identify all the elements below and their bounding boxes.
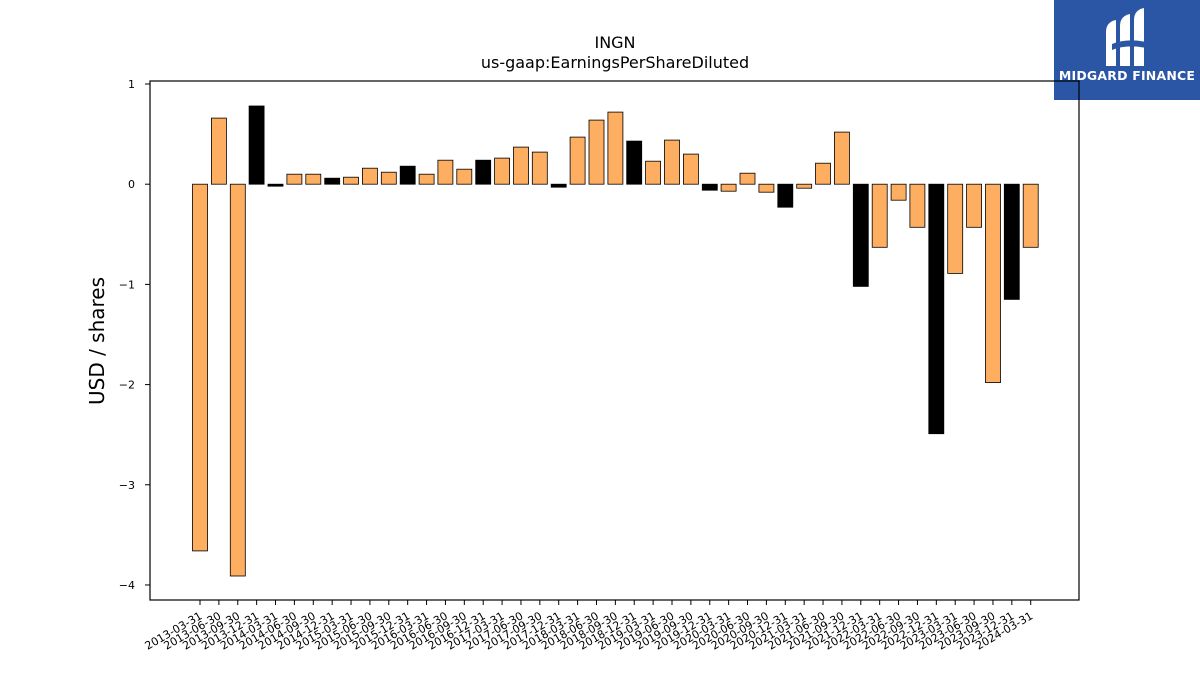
- bar-2019-09-30: [683, 153, 699, 185]
- bar-2021-06-30: [815, 162, 831, 185]
- y-axis: 1 0 −1 −2 −3 −4: [119, 78, 150, 592]
- y-tick-label: −3: [119, 479, 135, 492]
- bar-2019-06-30: [664, 139, 680, 185]
- bar-2017-03-31: [494, 157, 511, 185]
- bar-2013-12-31: [248, 105, 265, 185]
- y-axis-label: USD / shares: [85, 277, 109, 405]
- bar-2017-06-30: [513, 146, 529, 185]
- bar-2021-09-30: [834, 131, 850, 185]
- bar-2019-12-31: [701, 183, 718, 191]
- bar-2023-06-30: [966, 183, 982, 228]
- bar-2015-06-30: [361, 167, 378, 185]
- bar-2021-03-31: [796, 183, 813, 189]
- midgard-logo-icon: [1106, 8, 1146, 66]
- bar-2017-09-30: [531, 151, 548, 185]
- bar-2022-06-30: [890, 183, 907, 201]
- bar-2020-12-31: [777, 183, 794, 208]
- chart-title: INGN: [594, 33, 635, 52]
- bar-2020-03-31: [720, 183, 737, 192]
- bars-group: [192, 105, 1039, 577]
- logo-text: MIDGARD FINANCE: [1058, 68, 1196, 83]
- y-tick-label: 0: [128, 178, 135, 191]
- bar-2021-12-31: [852, 183, 869, 287]
- bar-2016-09-30: [456, 168, 473, 185]
- bar-2015-12-31: [399, 165, 416, 185]
- bar-2015-03-31: [343, 176, 359, 185]
- bar-2022-12-31: [928, 183, 945, 435]
- bar-2013-06-30: [210, 117, 227, 185]
- bar-2020-09-30: [758, 183, 775, 193]
- bar-2013-09-30: [229, 183, 246, 577]
- x-axis: 2013-03-312013-06-302013-09-302013-12-31…: [143, 600, 1035, 653]
- bar-2014-09-30: [305, 173, 322, 185]
- bar-2017-12-31: [550, 183, 567, 188]
- bar-2014-12-31: [324, 177, 341, 185]
- bar-2014-03-31: [267, 183, 284, 187]
- midgard-finance-logo: MIDGARD FINANCE: [1054, 0, 1200, 100]
- y-tick-label: 1: [128, 78, 135, 91]
- bar-2016-12-31: [475, 159, 492, 185]
- bar-2020-06-30: [739, 172, 756, 185]
- bar-2023-09-30: [985, 183, 1001, 383]
- bar-2022-09-30: [909, 183, 926, 228]
- plot-frame: [149, 80, 1080, 601]
- bar-2018-09-30: [607, 111, 624, 185]
- bar-2015-09-30: [380, 171, 397, 185]
- bar-2014-06-30: [286, 173, 303, 185]
- bar-2022-03-31: [871, 183, 888, 248]
- bar-2019-03-31: [645, 160, 661, 185]
- bar-2018-12-31: [626, 140, 643, 185]
- y-tick-label: −2: [119, 379, 135, 392]
- bar-2016-06-30: [437, 159, 454, 185]
- y-tick-label: −4: [119, 579, 135, 592]
- chart-subtitle: us-gaap:EarningsPerShareDiluted: [481, 53, 749, 72]
- bar-2024-03-31: [1022, 183, 1039, 248]
- bar-2023-03-31: [947, 183, 964, 274]
- bar-2016-03-31: [418, 173, 435, 185]
- bar-2023-12-31: [1003, 183, 1020, 300]
- y-tick-label: −1: [119, 278, 135, 291]
- bar-2013-03-31: [192, 183, 208, 552]
- bar-2018-03-31: [569, 136, 586, 185]
- bar-2018-06-30: [588, 119, 605, 185]
